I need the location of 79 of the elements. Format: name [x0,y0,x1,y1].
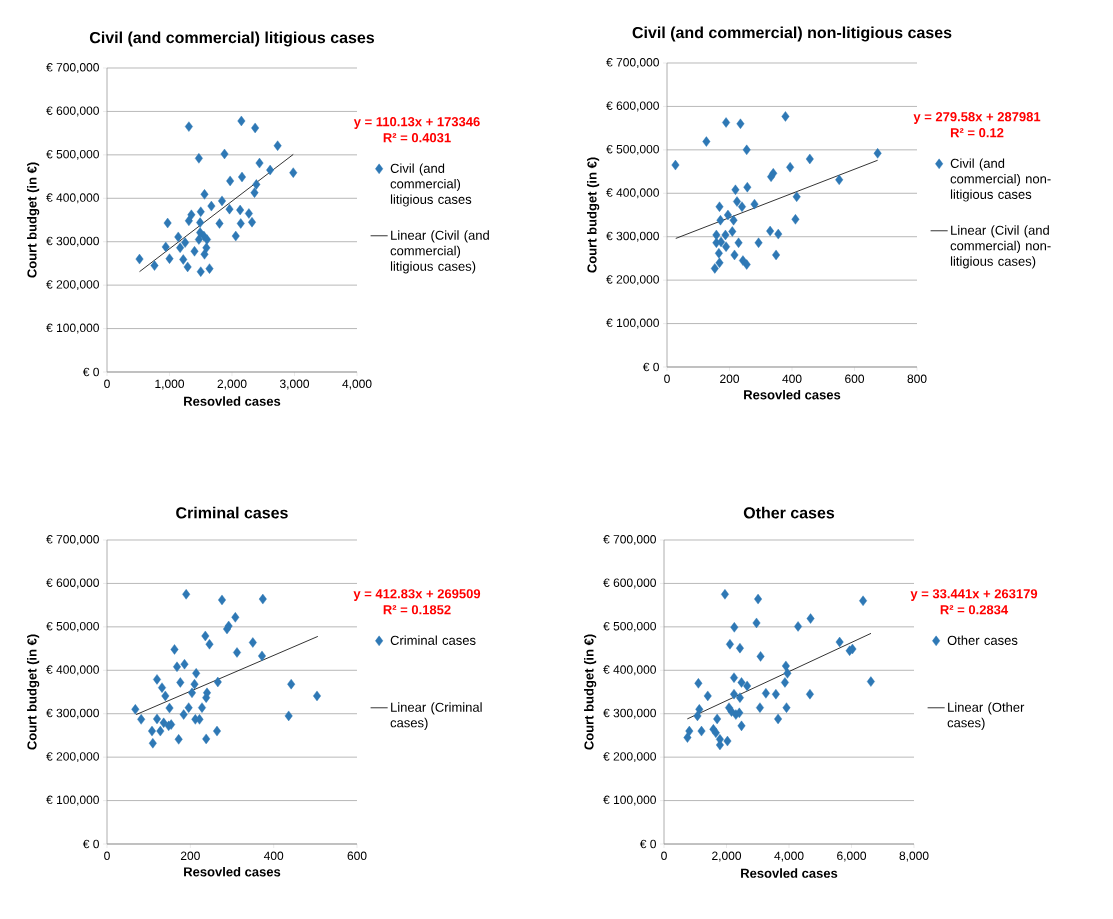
y-tick-label: € 100,000 [46,795,99,806]
y-tick-label: € 500,000 [603,621,656,632]
y-axis-title: Court budget (in €) [27,634,40,750]
y-tick-label: € 400,000 [46,193,99,204]
legend-label: Linear (Civil (and commercial) non-litigious cases) [950,225,1051,269]
x-tick-label: 800 [907,374,927,384]
text: R² = 0.1852 [383,605,451,615]
x-tick-label: 400 [263,851,284,861]
x-tick-label: 0 [104,851,110,861]
y-tick-label: € 0 [82,839,99,849]
y-tick-label: € 700,000 [46,535,99,545]
y-tick-label: € 200,000 [603,752,656,763]
legend-label: Linear (Other cases) [947,702,1025,730]
y-tick-label: € 0 [639,839,656,849]
legend-label: Civil (and commercial) litigious cases [390,163,472,207]
y-tick-label: € 200,000 [46,280,99,291]
x-tick-label: 600 [845,374,865,384]
y-tick-label: € 400,000 [46,665,99,676]
y-tick-label: € 700,000 [606,58,659,68]
y-tick-label: € 100,000 [606,318,659,329]
chart-title: Civil (and commercial) non-litigious cases [632,26,952,42]
y-tick-label: € 500,000 [46,149,99,160]
y-axis-title: Court budget (in €) [27,162,40,278]
x-axis-title: Resovled cases [184,866,281,877]
x-tick-label: 2,000 [712,851,742,862]
y-tick-label: € 600,000 [46,106,99,117]
x-tick-label: 4,000 [342,379,372,390]
y-tick-label: € 300,000 [606,231,659,242]
x-tick-label: 200 [720,374,740,384]
x-tick-label: 400 [782,374,802,384]
x-tick-label: 6,000 [837,851,867,862]
legend-label: Linear (Civil (and commercial) litigious cases) [390,230,489,274]
chart-title: Civil (and commercial) litigious cases [89,31,375,47]
y-tick-label: € 300,000 [46,708,99,719]
y-tick-label: € 600,000 [603,578,656,589]
legend-label: Other cases [947,635,1018,645]
legend-label: Criminal cases [390,635,476,645]
annotation: y = 33.441x + 263179 [910,589,1038,601]
annotation: y = 279.58x + 287981 [913,112,1041,124]
x-tick-label: 0 [104,379,110,389]
y-tick-label: € 0 [642,362,659,372]
y-tick-label: € 100,000 [603,795,656,806]
text: R² = 0.12 [950,128,1004,138]
x-tick-label: 0 [664,374,670,384]
x-tick-label: 2,000 [217,379,247,390]
y-tick-label: € 600,000 [46,578,99,589]
x-tick-label: 3,000 [279,379,310,390]
x-tick-label: 600 [347,851,367,861]
text: R² = 0.2834 [940,605,1009,615]
annotation: y = 110.13x + 173346 [353,117,480,129]
x-axis-title: Resovled cases [744,389,841,400]
y-tick-label: € 300,000 [46,236,99,247]
y-axis-title: Court budget (in €) [587,157,600,273]
x-tick-label: 4,000 [774,851,804,862]
legend-label: Civil (and commercial) non-litigious cases [950,158,1051,202]
y-tick-label: € 500,000 [606,144,659,155]
y-tick-label: € 200,000 [46,752,99,763]
chart-title: Other cases [743,506,835,519]
x-tick-label: 1,000 [155,379,185,390]
y-axis-title: Court budget (in €) [584,634,597,750]
x-tick-label: 200 [180,851,200,861]
legend-label: Linear (Criminal cases) [390,702,482,730]
y-tick-label: € 400,000 [606,188,659,199]
x-tick-label: 0 [661,851,667,861]
x-axis-title: Resovled cases [184,396,281,406]
annotation: y = 412.83x + 269509 [353,589,481,601]
y-tick-label: € 600,000 [606,101,659,112]
x-tick-label: 8,000 [899,851,929,862]
y-tick-label: € 500,000 [46,621,99,632]
y-tick-label: € 400,000 [603,665,656,676]
y-tick-label: € 700,000 [46,63,99,73]
y-tick-label: € 100,000 [46,323,99,334]
y-tick-label: € 700,000 [603,535,656,545]
y-tick-label: € 0 [82,367,99,377]
x-axis-title: Resovled cases [741,868,838,878]
text: R² = 0.4031 [383,133,451,143]
y-tick-label: € 200,000 [606,275,659,286]
chart-title: Criminal cases [176,506,288,519]
y-tick-label: € 300,000 [603,708,656,719]
